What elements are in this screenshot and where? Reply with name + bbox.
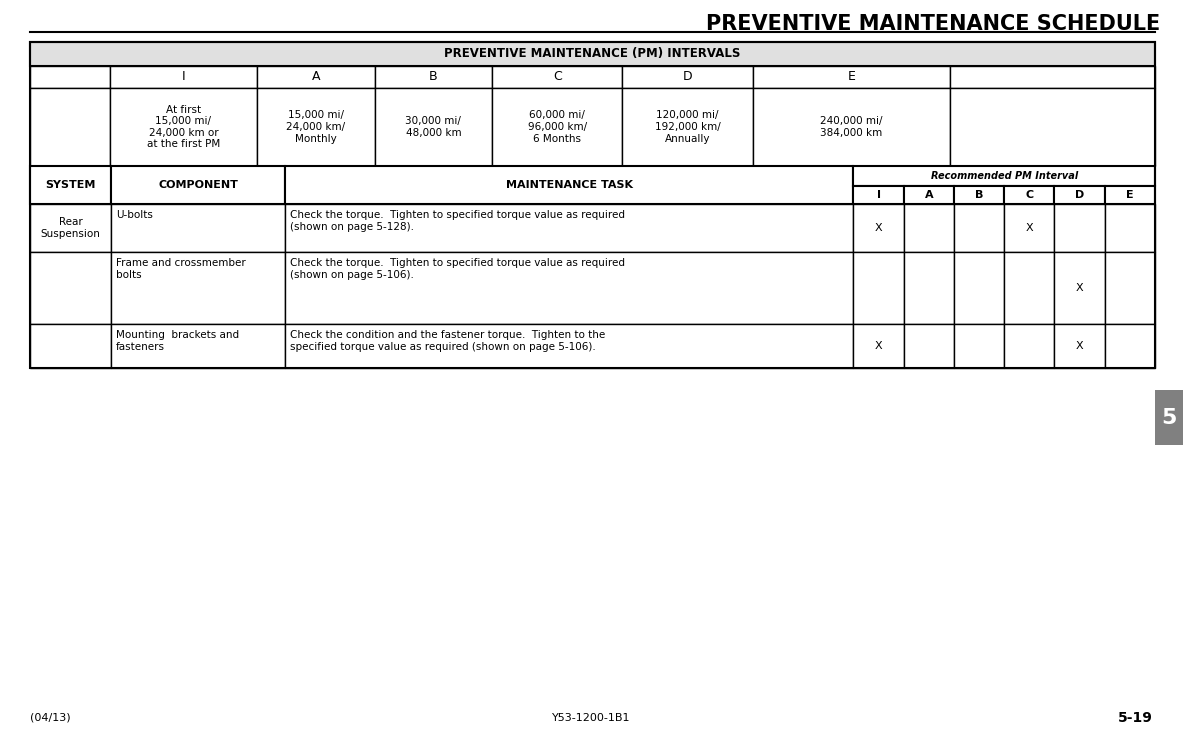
Bar (30, 166, 111, 204)
Bar (375, 88, 492, 166)
Bar (257, 88, 375, 166)
Text: D: D (683, 70, 692, 83)
Text: 15,000 mi/
24,000 km/
Monthly: 15,000 mi/ 24,000 km/ Monthly (286, 111, 345, 143)
Text: MAINTENANCE TASK: MAINTENANCE TASK (506, 180, 633, 190)
Bar (257, 66, 375, 88)
Bar (950, 66, 1155, 88)
Bar (30, 42, 1155, 66)
Text: B: B (429, 70, 438, 83)
Text: C: C (1026, 190, 1034, 200)
Bar (110, 66, 257, 88)
Bar (853, 324, 904, 368)
Text: Y53-1200-1B1: Y53-1200-1B1 (551, 713, 631, 723)
Bar (111, 166, 285, 204)
Bar (111, 252, 285, 324)
Bar (853, 252, 904, 324)
Text: C: C (552, 70, 562, 83)
Bar (111, 204, 285, 252)
Bar (30, 88, 110, 166)
Text: Mounting  brackets and
fasteners: Mounting brackets and fasteners (116, 330, 239, 351)
Text: PREVENTIVE MAINTENANCE (PM) INTERVALS: PREVENTIVE MAINTENANCE (PM) INTERVALS (445, 48, 741, 61)
Bar (285, 252, 853, 324)
Text: 30,000 mi/
48,000 km: 30,000 mi/ 48,000 km (406, 116, 461, 138)
Bar (1105, 204, 1155, 252)
Bar (1105, 186, 1155, 204)
Bar (904, 186, 953, 204)
Text: Check the torque.  Tighten to specified torque value as required
(shown on page : Check the torque. Tighten to specified t… (290, 258, 626, 280)
Bar (622, 88, 752, 166)
Text: I: I (182, 70, 186, 83)
Bar (1004, 204, 1054, 252)
Text: E: E (847, 70, 855, 83)
Bar (30, 66, 110, 88)
Bar (492, 88, 622, 166)
Bar (853, 166, 1155, 186)
Bar (1004, 252, 1054, 324)
Text: X: X (1075, 341, 1084, 351)
Text: D: D (1075, 190, 1085, 200)
Text: X: X (874, 341, 883, 351)
Text: 120,000 mi/
192,000 km/
Annually: 120,000 mi/ 192,000 km/ Annually (654, 111, 720, 143)
Text: 5: 5 (1162, 408, 1177, 427)
Bar (853, 204, 904, 252)
Text: COMPONENT: COMPONENT (159, 180, 238, 190)
Bar (752, 66, 950, 88)
Bar (953, 204, 1004, 252)
Bar (904, 204, 953, 252)
Text: Rear
Suspension: Rear Suspension (40, 217, 101, 239)
Text: Recommended PM Interval: Recommended PM Interval (931, 171, 1078, 181)
Bar (953, 186, 1004, 204)
Text: B: B (975, 190, 983, 200)
Bar (1004, 324, 1054, 368)
Text: X: X (1026, 223, 1033, 233)
Bar (904, 252, 953, 324)
Bar (950, 88, 1155, 166)
Bar (904, 324, 953, 368)
Bar (1054, 324, 1105, 368)
Text: 60,000 mi/
96,000 km/
6 Months: 60,000 mi/ 96,000 km/ 6 Months (528, 111, 587, 143)
Text: SYSTEM: SYSTEM (45, 180, 96, 190)
Bar (30, 204, 111, 252)
Bar (111, 324, 285, 368)
Bar (1054, 252, 1105, 324)
Text: I: I (877, 190, 880, 200)
Bar (492, 66, 622, 88)
Bar (853, 186, 904, 204)
Text: E: E (1126, 190, 1133, 200)
Bar (285, 204, 853, 252)
Bar (285, 166, 853, 204)
Text: At first
15,000 mi/
24,000 km or
at the first PM: At first 15,000 mi/ 24,000 km or at the … (147, 105, 220, 149)
Bar (30, 42, 1155, 368)
Bar (285, 324, 853, 368)
Bar (1004, 186, 1054, 204)
Bar (1105, 324, 1155, 368)
Bar (1155, 390, 1183, 445)
Text: PREVENTIVE MAINTENANCE SCHEDULE: PREVENTIVE MAINTENANCE SCHEDULE (706, 14, 1161, 34)
Text: U-bolts: U-bolts (116, 210, 153, 220)
Text: Frame and crossmember
bolts: Frame and crossmember bolts (116, 258, 246, 280)
Text: A: A (311, 70, 321, 83)
Bar (1105, 252, 1155, 324)
Text: 240,000 mi/
384,000 km: 240,000 mi/ 384,000 km (820, 116, 883, 138)
Bar (622, 66, 752, 88)
Bar (375, 66, 492, 88)
Bar (953, 324, 1004, 368)
Text: Check the torque.  Tighten to specified torque value as required
(shown on page : Check the torque. Tighten to specified t… (290, 210, 626, 231)
Bar (30, 324, 111, 368)
Text: Check the condition and the fastener torque.  Tighten to the
specified torque va: Check the condition and the fastener tor… (290, 330, 606, 351)
Bar (110, 88, 257, 166)
Bar (953, 252, 1004, 324)
Text: X: X (1075, 283, 1084, 293)
Text: X: X (874, 223, 883, 233)
Bar (30, 252, 111, 324)
Text: (04/13): (04/13) (30, 713, 71, 723)
Bar (752, 88, 950, 166)
Text: A: A (925, 190, 933, 200)
Bar (1054, 186, 1105, 204)
Text: 5-19: 5-19 (1118, 711, 1153, 725)
Bar (1054, 204, 1105, 252)
